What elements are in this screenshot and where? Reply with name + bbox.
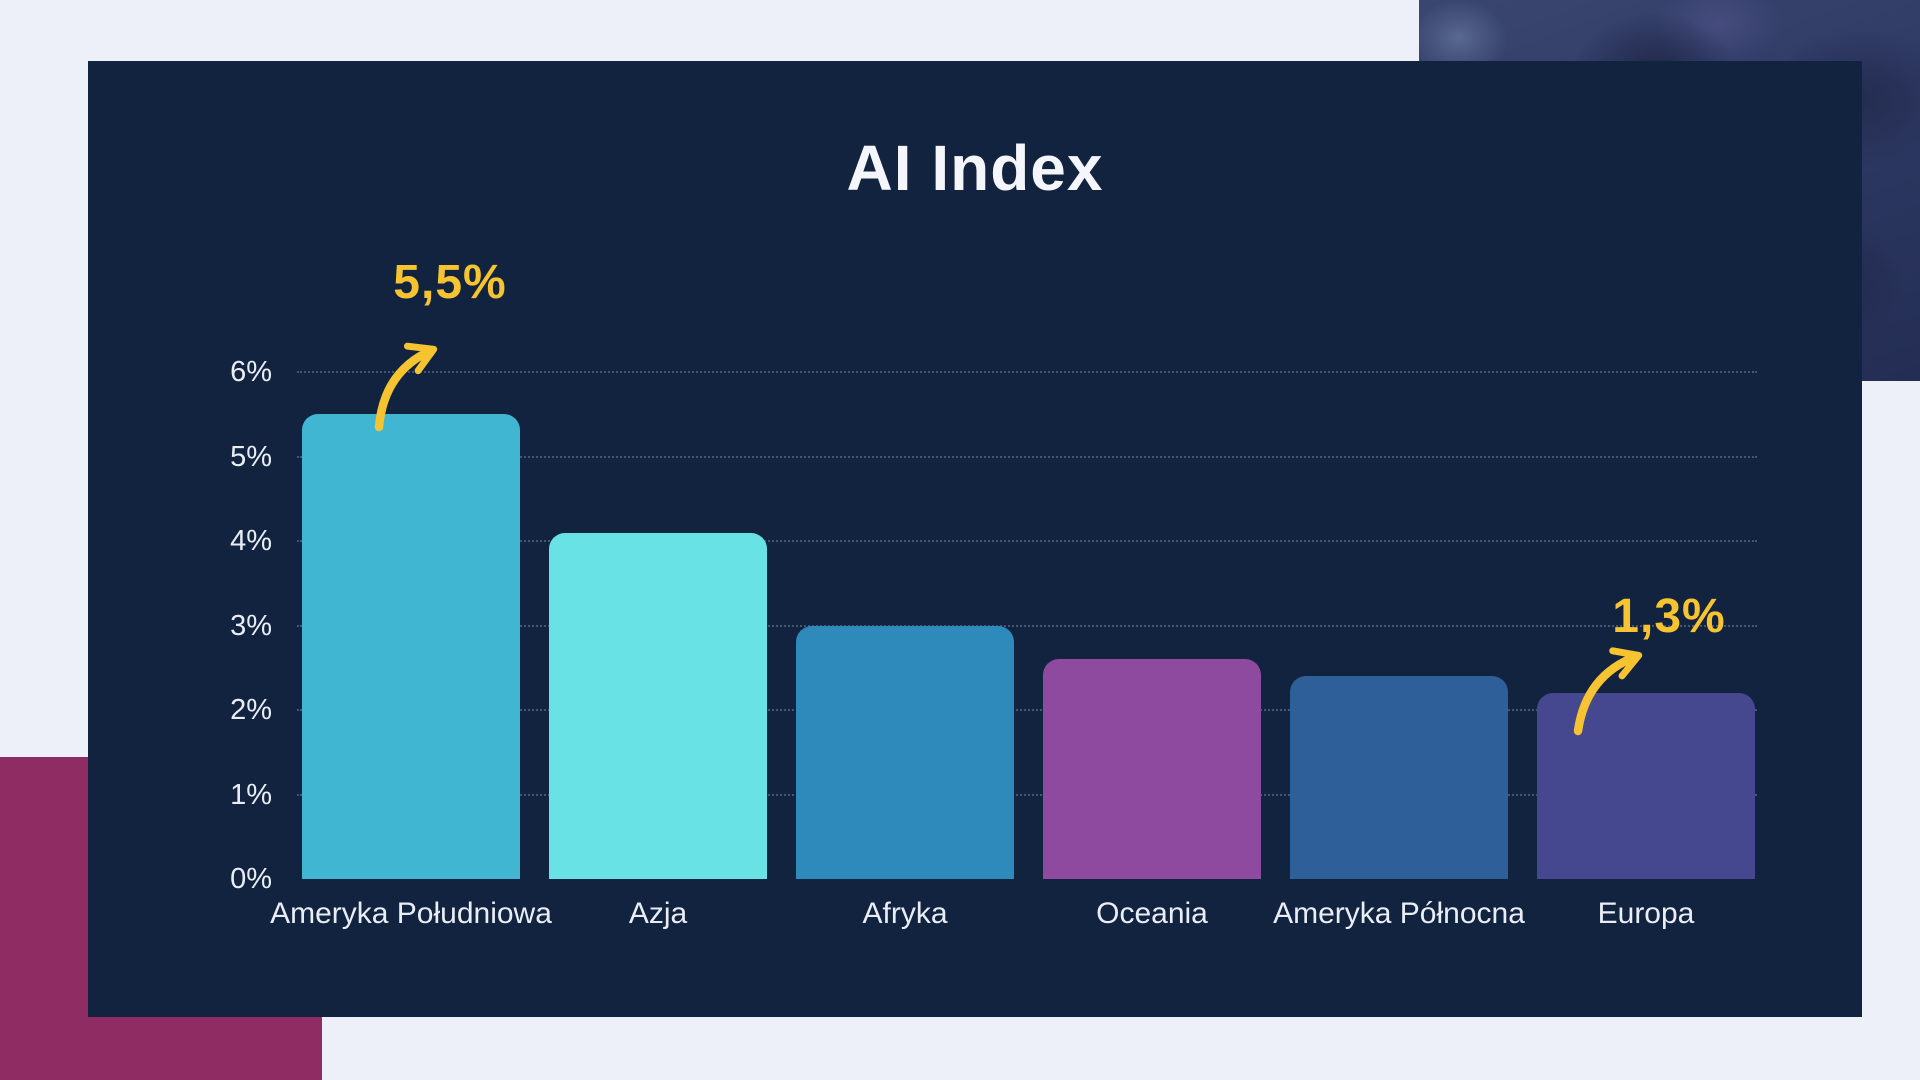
bar-Ameryka Południowa [302,414,520,879]
gridline-5% [297,455,1757,458]
x-axis-label-Oceania: Oceania [1096,897,1208,930]
x-axis-label-Europa: Europa [1597,897,1695,930]
y-axis-tick-1%: 1% [230,778,272,811]
x-axis-label-Ameryka Południowa: Ameryka Południowa [270,897,552,930]
y-axis-tick-0%: 0% [230,863,272,895]
bar-Oceania [1043,659,1261,879]
gridline-1% [297,793,1757,796]
bar-Azja [549,532,767,879]
chart-title: AI Index [846,132,1104,204]
chart-panel: AI Index 0% 1% 2% 3% 4% 5% 6% Ameryka Południow… [88,61,1862,1017]
y-axis-tick-3%: 3% [230,609,272,642]
gridline-2% [297,709,1757,711]
annotation-label-2: 1,3% [1612,590,1726,643]
x-axis-label-Afryka: Afryka [862,897,948,930]
gridline-3% [297,624,1757,627]
y-axis-tick-4%: 4% [230,525,272,557]
x-axis-label-Azja: Azja [628,897,688,930]
bar-Afryka [796,625,1014,879]
gridline-6% [297,371,1757,373]
gridline-4% [297,540,1757,542]
x-axis-label-Ameryka Północna: Ameryka Północna [1273,897,1525,930]
bar-chart: 0% 1% 2% 3% 4% 5% 6% Ameryka Południowa Azja Afry… [88,61,1862,1017]
bar-Ameryka Północna [1290,676,1508,879]
annotation-label-1: 5,5% [393,256,507,309]
y-axis-tick-2%: 2% [230,694,272,726]
bar-Europa [1537,693,1755,879]
y-axis-tick-6%: 6% [230,356,272,388]
y-axis-tick-5%: 5% [230,440,272,473]
